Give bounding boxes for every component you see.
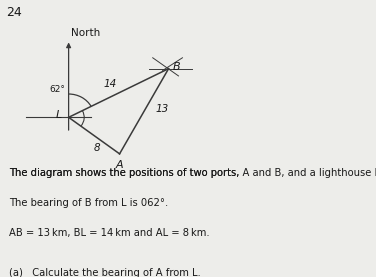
Text: 8: 8 — [94, 143, 100, 153]
Text: A: A — [116, 160, 123, 170]
Text: AB = 13 km, BL = 14 km and AL = 8 km.: AB = 13 km, BL = 14 km and AL = 8 km. — [9, 227, 210, 237]
Text: The diagram shows the positions of two ports,: The diagram shows the positions of two p… — [9, 168, 243, 178]
Text: 24: 24 — [6, 6, 22, 19]
Text: (a)   Calculate the bearing of A from L.: (a) Calculate the bearing of A from L. — [9, 268, 201, 277]
Text: B: B — [173, 62, 180, 72]
Text: North: North — [71, 28, 101, 38]
Text: The bearing of B from L is 062°.: The bearing of B from L is 062°. — [9, 198, 168, 208]
Text: The diagram shows the positions of two ports, A and B, and a lighthouse L.: The diagram shows the positions of two p… — [9, 168, 376, 178]
Text: 14: 14 — [104, 79, 117, 89]
Text: L: L — [55, 110, 62, 120]
Text: 62°: 62° — [49, 85, 65, 94]
Text: 13: 13 — [155, 104, 169, 114]
